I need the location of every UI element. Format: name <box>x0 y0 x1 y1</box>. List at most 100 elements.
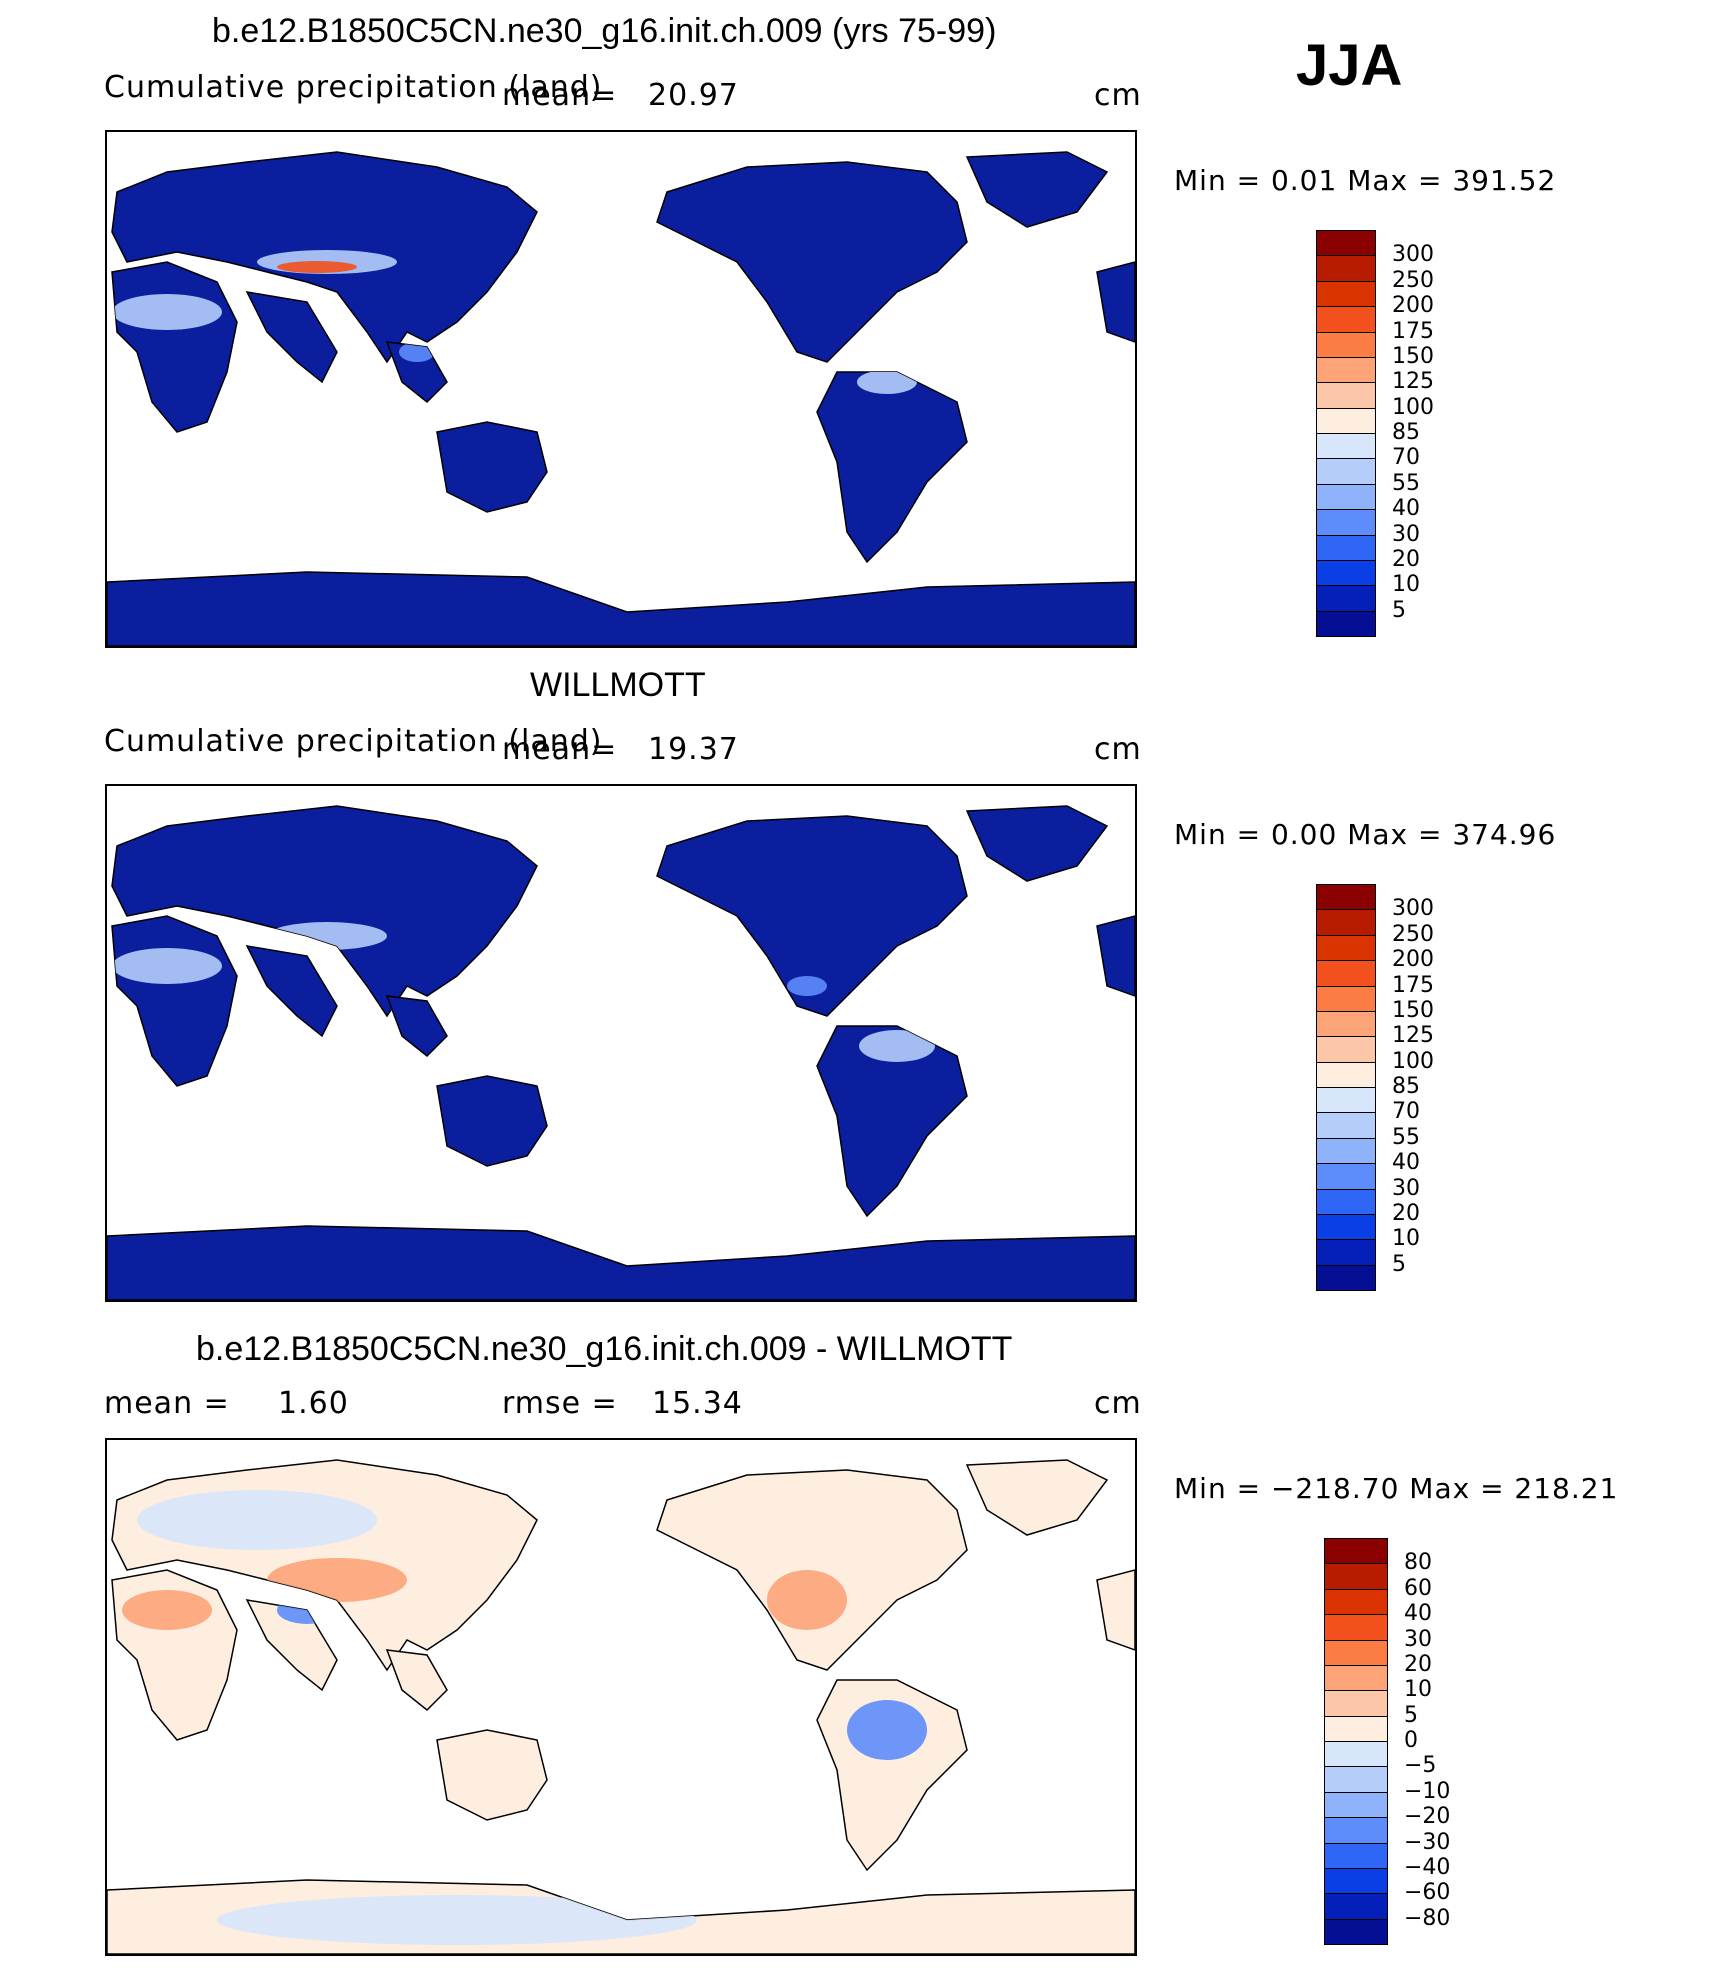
landmass-eurasia <box>111 805 538 1018</box>
colorbar-swatch <box>1316 1188 1376 1215</box>
season-label: JJA <box>1296 33 1403 98</box>
colorbar-tick-label: 10 <box>1392 1226 1420 1252</box>
colorbar-swatch <box>1316 884 1376 911</box>
panel-1-title: b.e12.B1850C5CN.ne30_g16.init.ch.009 (yr… <box>212 12 997 50</box>
landmass-antarctica <box>107 571 1135 646</box>
panel-3-min-max: Min = −218.70 Max = 218.21 <box>1174 1472 1619 1505</box>
panel-2-min-max: Min = 0.00 Max = 374.96 <box>1174 818 1557 851</box>
panel-3-colorbar: 80 60 40 30 20 10 5 0 −5 −10 −20 −30 −40 −60 −80 <box>1324 1538 1450 1945</box>
landmass-greenland <box>965 151 1109 228</box>
panel-3-mean-label: mean = <box>104 1386 230 1421</box>
precip-anomaly-region <box>847 1700 927 1760</box>
colorbar-swatch <box>1324 1842 1388 1869</box>
colorbar-tick-label: 300 <box>1392 896 1434 922</box>
panel-1-mean-value: 20.97 <box>648 78 739 113</box>
precip-anomaly-region <box>277 261 357 273</box>
panel-2-title: WILLMOTT <box>530 666 706 704</box>
landmass-se-asia <box>385 995 448 1058</box>
colorbar-swatch <box>1316 356 1376 384</box>
precip-anomaly-region <box>267 1558 407 1602</box>
landmass-north-america <box>656 161 968 363</box>
colorbar-tick-label: 250 <box>1392 921 1434 947</box>
precip-anomaly-region <box>137 1490 377 1550</box>
colorbar-swatch <box>1324 1614 1388 1641</box>
colorbar-tick-label: 40 <box>1404 1601 1432 1627</box>
landmass-europe-west <box>1096 1569 1135 1651</box>
colorbar-tick-label: −10 <box>1404 1778 1451 1804</box>
colorbar-swatch <box>1324 1664 1388 1692</box>
colorbar-swatch <box>1316 1036 1376 1063</box>
colorbar-tick-label: 70 <box>1392 445 1420 471</box>
landmass-arabia-india <box>245 291 338 384</box>
colorbar-swatch <box>1316 985 1376 1012</box>
colorbar-tick-label: 10 <box>1404 1677 1432 1703</box>
precip-anomaly-region <box>767 1570 847 1630</box>
landmass-greenland <box>965 805 1109 882</box>
colorbar-swatch <box>1316 458 1376 485</box>
colorbar-tick-label: 20 <box>1392 1200 1420 1226</box>
panel-1-min-max: Min = 0.01 Max = 391.52 <box>1174 164 1557 197</box>
colorbar-tick-label: 20 <box>1404 1651 1432 1677</box>
landmass-south-america <box>816 1025 968 1218</box>
colorbar-tick-label: 175 <box>1392 972 1434 998</box>
colorbar-tick-label: 125 <box>1392 369 1434 395</box>
landmass-europe-west <box>1096 261 1135 343</box>
landmass-australia <box>436 1075 548 1167</box>
precip-anomaly-region <box>399 342 435 362</box>
colorbar-tick-label: 85 <box>1392 420 1420 445</box>
colorbar-swatch <box>1316 407 1376 434</box>
colorbar-swatch <box>1316 230 1376 257</box>
landmass-australia <box>436 421 548 513</box>
landmass-arabia-india <box>245 945 338 1038</box>
colorbar-tick-label: 200 <box>1392 947 1434 973</box>
colorbar-tick-label: 20 <box>1392 546 1420 572</box>
colorbar-tick-label: 300 <box>1392 242 1434 268</box>
precip-anomaly-region <box>277 1596 337 1624</box>
colorbar-tick-label: 150 <box>1392 997 1434 1023</box>
colorbar-swatch <box>1316 1213 1376 1241</box>
colorbar-tick-label: −20 <box>1404 1804 1451 1830</box>
colorbar-swatch <box>1324 1741 1388 1768</box>
panel-2-continents <box>107 805 1135 1300</box>
landmass-africa <box>111 261 238 433</box>
landmass-europe-west <box>1096 915 1135 997</box>
colorbar-tick-label: 175 <box>1392 318 1434 344</box>
panel-2-mean-value: 19.37 <box>648 732 739 767</box>
panel-2-variable-label: Cumulative precipitation (land) <box>104 724 603 759</box>
colorbar-tick-label: 100 <box>1392 1048 1434 1074</box>
panel-3-continents <box>107 1459 1135 1954</box>
panel-2-units: cm <box>1094 732 1142 767</box>
colorbar-tick-label: 55 <box>1392 470 1420 496</box>
colorbar-swatch <box>1316 1010 1376 1038</box>
colorbar-swatch <box>1324 1639 1388 1666</box>
colorbar-tick-label: 100 <box>1392 394 1434 420</box>
panel-1-continents <box>107 151 1135 646</box>
colorbar-swatch <box>1316 1061 1376 1088</box>
colorbar-swatch <box>1316 1112 1376 1139</box>
colorbar-swatch <box>1316 509 1376 536</box>
landmass-australia <box>436 1729 548 1821</box>
colorbar-swatch <box>1324 1867 1388 1895</box>
colorbar-swatch <box>1316 483 1376 511</box>
colorbar-tick-label: 150 <box>1392 343 1434 369</box>
colorbar-swatch <box>1324 1766 1388 1793</box>
panel-3-units: cm <box>1094 1386 1142 1421</box>
colorbar-tick-label: 80 <box>1404 1550 1432 1576</box>
panel-1-variable-label: Cumulative precipitation (land) <box>104 70 603 105</box>
colorbar-swatch <box>1316 1239 1376 1266</box>
colorbar-tick-label: 250 <box>1392 267 1434 293</box>
precip-anomaly-region <box>112 948 222 984</box>
colorbar-tick-label: 55 <box>1392 1124 1420 1150</box>
colorbar-swatch <box>1316 1264 1376 1291</box>
colorbar-swatch <box>1316 934 1376 962</box>
colorbar-swatch <box>1316 1163 1376 1190</box>
colorbar-tick-label: 0 <box>1404 1728 1418 1753</box>
colorbar-swatch <box>1316 909 1376 936</box>
landmass-south-america <box>816 371 968 564</box>
colorbar-swatch <box>1316 382 1376 409</box>
colorbar-tick-label: 40 <box>1392 496 1420 522</box>
panel-3-rmse-label: rmse = <box>502 1386 618 1421</box>
landmass-antarctica <box>107 1225 1135 1300</box>
colorbar-swatch <box>1316 559 1376 587</box>
colorbar-tick-label: 5 <box>1392 1251 1406 1277</box>
